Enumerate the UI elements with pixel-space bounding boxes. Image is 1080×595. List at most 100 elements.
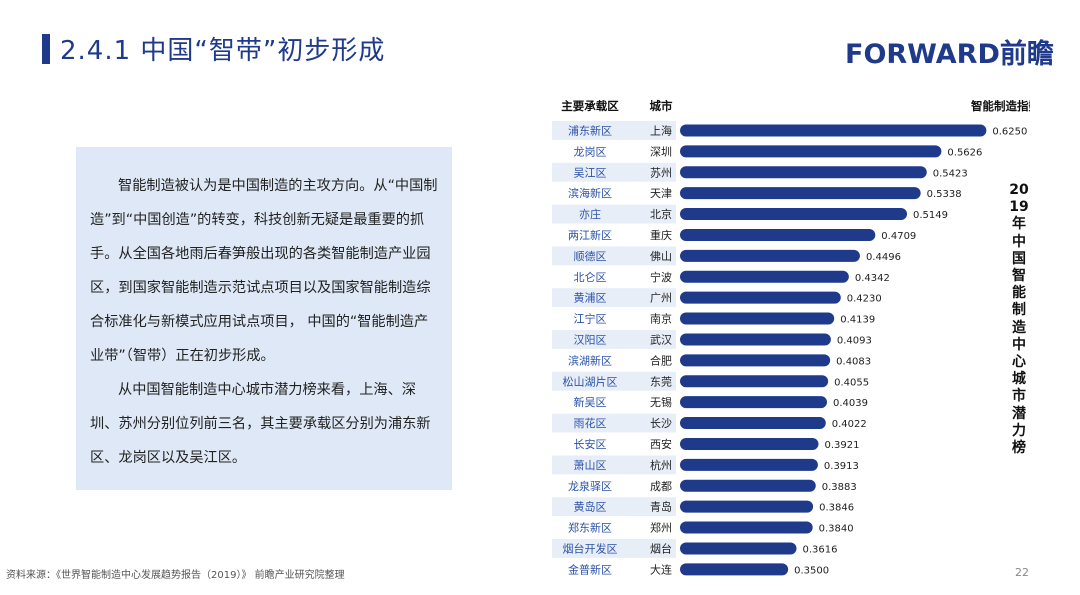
- zone-label: 滨海新区: [568, 186, 612, 200]
- city-label: 西安: [650, 437, 672, 451]
- zone-label: 烟台开发区: [563, 541, 618, 555]
- value-label: 0.4139: [840, 315, 875, 326]
- value-label: 0.4093: [837, 335, 872, 346]
- zone-row-background: [552, 204, 676, 224]
- city-label: 南京: [650, 312, 672, 326]
- city-label: 天津: [650, 187, 672, 200]
- city-label: 重庆: [650, 228, 672, 242]
- value-label: 0.3500: [794, 565, 829, 576]
- value-label: 0.3921: [824, 440, 859, 451]
- zone-label: 雨花区: [574, 417, 607, 430]
- bar: [680, 333, 831, 346]
- value-label: 0.3913: [824, 461, 859, 472]
- zone-label: 黄浦区: [574, 291, 607, 305]
- column-header-city: 城市: [650, 99, 673, 113]
- value-label: 0.3616: [803, 544, 838, 555]
- column-header-value: 智能制造指数: [971, 99, 1030, 113]
- city-label: 佛山: [650, 250, 672, 263]
- bar: [680, 249, 860, 262]
- city-label: 北京: [650, 207, 672, 221]
- zone-label: 北仑区: [574, 270, 607, 284]
- city-label: 郑州: [650, 521, 672, 535]
- source-note: 资料来源：《世界智能制造中心发展趋势报告（2019）》 前瞻产业研究院整理: [6, 570, 345, 581]
- description-paragraph-2: 从中国智能制造中心城市潜力榜来看，上海、深圳、苏州分别位列前三名，其主要承载区分…: [90, 382, 431, 466]
- city-label: 武汉: [650, 333, 672, 346]
- zone-row-background: [552, 288, 676, 308]
- value-label: 0.3883: [822, 482, 857, 493]
- zone-label: 龙岗区: [574, 145, 607, 158]
- city-label: 烟台: [650, 541, 672, 555]
- zone-label: 金普新区: [568, 562, 612, 576]
- zone-label: 亦庄: [579, 207, 601, 221]
- zone-label: 郑东新区: [568, 521, 612, 535]
- city-label: 无锡: [650, 395, 672, 409]
- page-title: 2.4.1 中国“智带”初步形成: [60, 36, 386, 66]
- city-label: 杭州: [650, 458, 672, 472]
- city-label: 上海: [650, 123, 672, 137]
- zone-row-background: [552, 497, 676, 517]
- value-label: 0.5338: [927, 189, 962, 200]
- description-box: 智能制造被认为是中国制造的主攻方向。从“中国制造”到“中国创造”的转变，科技创新…: [76, 147, 452, 490]
- bar: [680, 354, 831, 367]
- city-label: 东莞: [650, 375, 672, 388]
- bar: [680, 521, 813, 534]
- value-label: 0.6250: [992, 126, 1027, 137]
- city-label: 大连: [650, 562, 672, 576]
- zone-label: 新吴区: [574, 395, 607, 409]
- bar: [680, 563, 789, 576]
- zone-row-background: [552, 246, 676, 266]
- bar: [680, 291, 841, 304]
- title-accent-bar: [42, 34, 50, 64]
- zone-row-background: [552, 371, 676, 391]
- chart-vertical-title: 2019年中国智能制造中心城市潜力榜: [1009, 182, 1029, 457]
- zone-label: 滨湖新区: [568, 353, 612, 367]
- page-number: 22: [1015, 566, 1029, 579]
- bar: [680, 312, 835, 325]
- value-label: 0.4039: [833, 398, 868, 409]
- ranking-bar-chart: 主要承载区 城市 智能制造指数浦东新区 上海 0.6250 龙岗区 深圳 0.5626 吴江区 苏…: [552, 99, 1030, 576]
- value-label: 0.5149: [913, 210, 948, 221]
- zone-label: 松山湖片区: [563, 374, 618, 388]
- city-label: 青岛: [650, 500, 672, 514]
- value-label: 0.4083: [836, 356, 871, 367]
- zone-label: 黄岛区: [574, 500, 607, 514]
- zone-row-background: [552, 539, 676, 558]
- bar: [680, 479, 816, 492]
- bar: [680, 500, 814, 513]
- zone-label: 吴江区: [574, 166, 607, 179]
- bar: [680, 417, 826, 430]
- bar: [680, 228, 876, 241]
- description-paragraph-1: 智能制造被认为是中国制造的主攻方向。从“中国制造”到“中国创造”的转变，科技创新…: [90, 178, 438, 364]
- zone-label: 顺德区: [574, 249, 607, 263]
- bar: [680, 437, 819, 450]
- zone-label: 汉阳区: [574, 333, 607, 346]
- bar: [680, 145, 942, 158]
- brand-logo: FORWARD前瞻: [845, 39, 1054, 70]
- zone-label: 长安区: [574, 437, 607, 451]
- zone-label: 两江新区: [568, 228, 612, 242]
- value-label: 0.4230: [847, 294, 882, 305]
- column-header-zone: 主要承载区: [561, 99, 619, 113]
- city-label: 深圳: [650, 145, 672, 158]
- zone-label: 浦东新区: [568, 123, 612, 137]
- bar: [680, 166, 927, 179]
- bar: [680, 124, 987, 137]
- zone-label: 萧山区: [574, 459, 607, 472]
- bar: [680, 542, 797, 555]
- zone-row-background: [552, 162, 676, 182]
- city-label: 成都: [650, 480, 672, 493]
- city-label: 合肥: [650, 353, 672, 367]
- bar: [680, 396, 827, 409]
- city-label: 苏州: [650, 166, 672, 179]
- value-label: 0.5626: [947, 147, 982, 158]
- city-label: 宁波: [650, 270, 672, 284]
- value-label: 0.3846: [819, 503, 854, 514]
- city-label: 广州: [650, 292, 672, 305]
- bar: [680, 187, 921, 200]
- zone-row-background: [552, 121, 676, 140]
- bar: [680, 270, 849, 283]
- zone-row-background: [552, 330, 676, 349]
- bar: [680, 458, 818, 471]
- value-label: 0.4496: [866, 252, 901, 263]
- value-label: 0.4709: [881, 231, 916, 242]
